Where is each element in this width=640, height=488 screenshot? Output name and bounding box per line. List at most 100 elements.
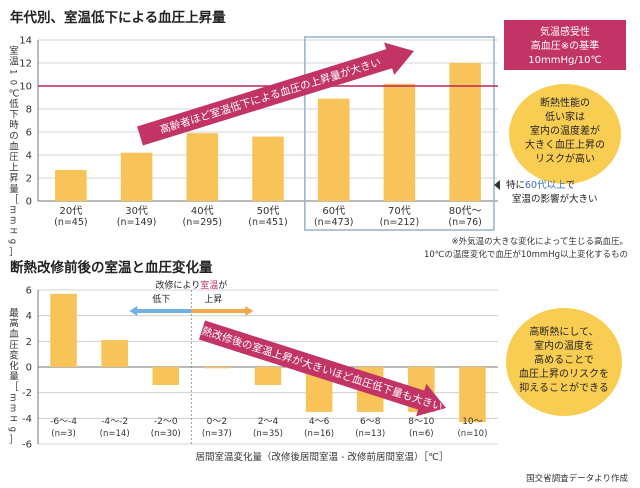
- chart2-callout-text: 抑えることができる: [519, 381, 609, 394]
- chart2-arrow-shape: [198, 320, 446, 417]
- chart1-y-label-char: ［: [9, 194, 19, 205]
- highlight-note-line2: 室温の影響が大きい: [512, 193, 598, 205]
- chart1-callout-text: 断熱性能の: [540, 96, 590, 109]
- chart1-title: 年代別、室温低下による血圧上昇量: [10, 9, 226, 26]
- chart2-legend-title: 改修により室温が: [155, 279, 227, 291]
- chart2-y-label-char: 化: [9, 360, 19, 372]
- threshold-box-text: 高血圧※の基準: [531, 39, 599, 52]
- chart2-callout-text: 高めることで: [534, 353, 594, 366]
- chart2-bar: [50, 293, 77, 367]
- chart2-y-label-char: 変: [9, 349, 19, 361]
- chart1-y-label-char: 時: [9, 120, 19, 131]
- legend-up-arrow-icon: [191, 306, 254, 316]
- highlight-box: [304, 36, 495, 231]
- chart1-bar: [186, 133, 219, 201]
- chart1-y-label-char: 上: [9, 163, 19, 174]
- chart1-x-tick: 30代: [125, 205, 148, 217]
- chart2-x-note: (n=16): [304, 429, 334, 439]
- chart1-y-label-char: ］: [9, 247, 19, 258]
- chart1-callout-text: リスクが高い: [535, 152, 595, 165]
- chart2-x-labels: -6〜-4 (n=3) -4〜-2 (n=14) -2〜0 (n=30) 0〜2 (n=37)…: [50, 417, 487, 439]
- chart1-y-label-char: g: [8, 239, 18, 244]
- chart2-x-note: (n=6): [409, 429, 434, 439]
- chart1-y-label-char: 0: [8, 80, 18, 85]
- chart2-x-tick: 6〜8: [360, 417, 381, 427]
- legend-up-label: 上昇: [204, 294, 222, 305]
- chart1-y-tick: 14: [19, 36, 32, 47]
- chart2-y-label-char: ］: [9, 435, 19, 446]
- chart1-y-label-char: 昇: [9, 173, 19, 184]
- chart1-y-label-char: H: [8, 228, 18, 234]
- chart2-y-label-char: 圧: [9, 340, 19, 351]
- chart1-x-tick: 80代〜: [449, 205, 482, 217]
- legend-down-arrow-icon: [129, 306, 192, 316]
- chart2-y-label-char: ［: [9, 382, 19, 393]
- chart1-x-note: (n=451): [248, 217, 288, 228]
- chart1-y-label-char: ℃: [9, 88, 20, 99]
- chart1-y-label-char: 量: [9, 184, 19, 195]
- chart2-x-tick: 4〜6: [309, 417, 330, 427]
- chart2-y-label-char: H: [8, 415, 18, 421]
- chart2-x-tick: 8〜10: [408, 417, 434, 427]
- chart2-x-note: (n=13): [355, 429, 385, 439]
- chart2-y-label-char: 量: [9, 372, 19, 383]
- chart2-x-note: (n=10): [457, 429, 487, 439]
- chart1-arrow: 高齢者ほど室温低下による血圧の上昇量が大きい: [137, 42, 415, 146]
- chart1-x-note: (n=76): [448, 217, 481, 228]
- chart1-y-tick: 12: [19, 59, 32, 70]
- chart2-y-tick: -6: [22, 440, 32, 451]
- chart1-y-label-char: 血: [9, 140, 19, 152]
- chart1-y-label-char: 下: [9, 110, 19, 121]
- chart2-y-label-char: 高: [9, 318, 19, 330]
- chart2-x-note: (n=3): [51, 429, 76, 439]
- chart2-callout-circle: [506, 308, 622, 416]
- chart1-callout-circle: [509, 84, 621, 184]
- chart2-y-tick: 2: [26, 337, 32, 348]
- threshold-box-text: 10mmHg/10℃: [528, 55, 601, 66]
- chart1-y-tick: 6: [26, 128, 32, 139]
- chart1-x-labels: 20代(n=45) 30代(n=149) 40代(n=295) 50代(n=451) 6…: [54, 205, 482, 228]
- chart1-x-tick: 70代: [388, 205, 411, 217]
- chart2-x-note: (n=14): [100, 429, 130, 439]
- chart2-y-tick: -2: [22, 388, 32, 399]
- chart1-bar: [252, 136, 284, 201]
- chart2-y-ticks: 6 4 2 0 -2 -4 -6: [22, 286, 32, 451]
- chart1-y-label-char: の: [9, 131, 19, 142]
- chart1-callout-text: 大きく血圧上昇の: [525, 138, 605, 151]
- chart2-callout-text: 高断熱にして、: [529, 325, 598, 338]
- chart2-y-tick: -4: [22, 414, 32, 425]
- chart1-trend-arrow: 高齢者ほど室温低下による血圧の上昇量が大きい: [137, 42, 415, 146]
- chart1-bar: [317, 98, 350, 201]
- chart1-bar: [383, 83, 416, 201]
- chart2-x-tick: -4〜-2: [101, 417, 128, 427]
- chart1-y-tick: 4: [26, 151, 32, 162]
- chart1-y-ticks: 0 2 4 6 8 10 12 14: [19, 36, 32, 208]
- chart2-x-tick: 2〜4: [258, 417, 279, 427]
- chart1-bar: [449, 63, 481, 201]
- chart1-y-tick: 2: [26, 174, 32, 185]
- chart2-callout-text: 室内の温度を: [534, 339, 594, 352]
- chart1-y-tick: 10: [19, 82, 32, 93]
- chart2-y-label-char: 血: [9, 328, 19, 340]
- chart1-x-note: (n=473): [314, 217, 354, 228]
- chart2-y-label-char: g: [8, 427, 18, 432]
- chart1-y-label-char: m: [8, 216, 18, 224]
- chart2-y-label-char: 最: [9, 308, 19, 319]
- chart1-y-label-char: 圧: [9, 152, 19, 163]
- chart2-y-tick: 0: [26, 363, 32, 374]
- chart2-x-note: (n=37): [202, 429, 232, 439]
- note-pointer-icon: [494, 180, 500, 190]
- chart1-x-note: (n=295): [183, 217, 223, 228]
- chart1-arrow-shape: [137, 42, 415, 146]
- chart1-bar: [120, 152, 153, 201]
- chart1-x-tick: 50代: [257, 205, 280, 217]
- chart1-x-tick: 60代: [322, 205, 345, 217]
- chart2-callout-text: 血圧上昇のリスクを: [519, 367, 609, 380]
- chart2-y-label-char: m: [8, 404, 18, 412]
- chart1-bar: [55, 169, 87, 201]
- chart2-y-tick: 6: [26, 286, 32, 297]
